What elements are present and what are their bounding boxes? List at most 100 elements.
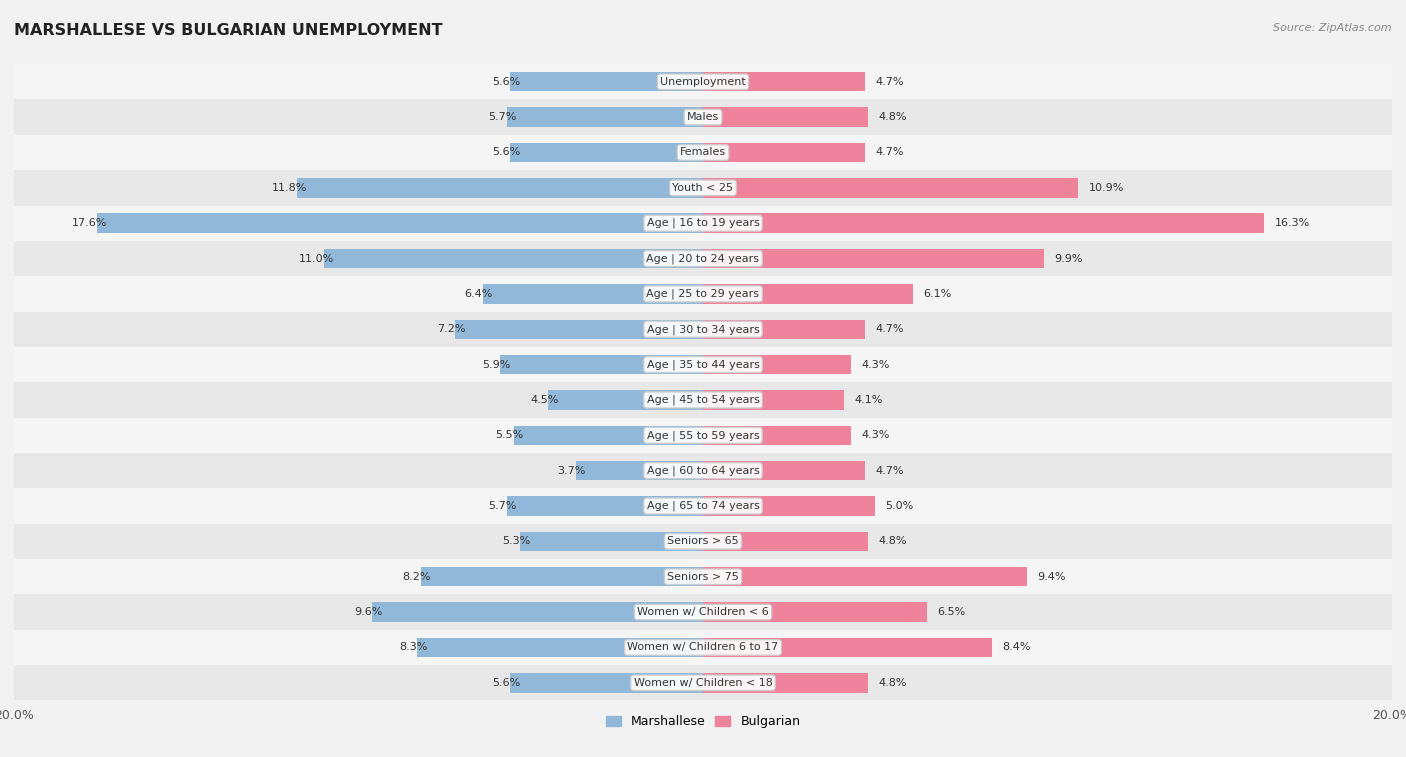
Bar <box>703 249 1045 268</box>
Text: 9.6%: 9.6% <box>354 607 382 617</box>
Bar <box>575 461 703 481</box>
Text: 4.7%: 4.7% <box>875 76 904 87</box>
Bar <box>14 418 1392 453</box>
Bar <box>703 425 851 445</box>
Bar <box>520 531 703 551</box>
Text: Females: Females <box>681 148 725 157</box>
Text: 4.3%: 4.3% <box>862 360 890 369</box>
Bar <box>297 178 703 198</box>
Text: Age | 35 to 44 years: Age | 35 to 44 years <box>647 360 759 370</box>
Bar <box>14 559 1392 594</box>
Bar <box>548 391 703 410</box>
Text: 4.1%: 4.1% <box>855 395 883 405</box>
Bar <box>14 241 1392 276</box>
Text: 5.6%: 5.6% <box>492 148 520 157</box>
Bar <box>703 637 993 657</box>
Text: 5.3%: 5.3% <box>502 537 531 547</box>
Bar <box>510 143 703 162</box>
Text: 5.7%: 5.7% <box>489 501 517 511</box>
Bar <box>703 391 844 410</box>
Text: Age | 20 to 24 years: Age | 20 to 24 years <box>647 254 759 263</box>
Bar <box>703 567 1026 587</box>
Text: 9.4%: 9.4% <box>1038 572 1066 581</box>
Text: Males: Males <box>688 112 718 122</box>
Text: 7.2%: 7.2% <box>437 324 465 335</box>
Text: 8.4%: 8.4% <box>1002 643 1031 653</box>
Text: Youth < 25: Youth < 25 <box>672 183 734 193</box>
Text: Age | 16 to 19 years: Age | 16 to 19 years <box>647 218 759 229</box>
Text: Unemployment: Unemployment <box>661 76 745 87</box>
Text: 17.6%: 17.6% <box>72 218 107 228</box>
Text: 5.5%: 5.5% <box>496 430 524 441</box>
Bar <box>456 319 703 339</box>
Bar <box>14 99 1392 135</box>
Bar <box>703 107 869 127</box>
Text: 4.7%: 4.7% <box>875 466 904 475</box>
Text: 4.8%: 4.8% <box>879 112 907 122</box>
Text: 4.8%: 4.8% <box>879 537 907 547</box>
Bar <box>373 603 703 621</box>
Bar <box>703 531 869 551</box>
Bar <box>506 107 703 127</box>
Text: 6.4%: 6.4% <box>464 289 494 299</box>
Bar <box>14 170 1392 205</box>
Bar <box>703 355 851 374</box>
Text: 16.3%: 16.3% <box>1275 218 1310 228</box>
Bar <box>14 64 1392 99</box>
Bar <box>510 72 703 92</box>
Bar <box>703 673 869 693</box>
Text: 4.7%: 4.7% <box>875 148 904 157</box>
Bar <box>703 284 912 304</box>
Text: 6.5%: 6.5% <box>938 607 966 617</box>
Text: 5.7%: 5.7% <box>489 112 517 122</box>
Bar <box>97 213 703 233</box>
Text: Women w/ Children 6 to 17: Women w/ Children 6 to 17 <box>627 643 779 653</box>
Text: 3.7%: 3.7% <box>558 466 586 475</box>
Bar <box>703 497 875 516</box>
Legend: Marshallese, Bulgarian: Marshallese, Bulgarian <box>600 710 806 733</box>
Bar <box>420 567 703 587</box>
Text: Source: ZipAtlas.com: Source: ZipAtlas.com <box>1274 23 1392 33</box>
Bar <box>703 213 1264 233</box>
Text: 8.3%: 8.3% <box>399 643 427 653</box>
Text: Women w/ Children < 18: Women w/ Children < 18 <box>634 678 772 688</box>
Bar <box>14 276 1392 312</box>
Bar <box>14 594 1392 630</box>
Bar <box>499 355 703 374</box>
Bar <box>14 312 1392 347</box>
Bar <box>506 497 703 516</box>
Bar <box>703 143 865 162</box>
Bar <box>703 178 1078 198</box>
Text: Seniors > 75: Seniors > 75 <box>666 572 740 581</box>
Bar <box>14 630 1392 665</box>
Text: Age | 25 to 29 years: Age | 25 to 29 years <box>647 288 759 299</box>
Text: Seniors > 65: Seniors > 65 <box>668 537 738 547</box>
Text: 4.5%: 4.5% <box>530 395 558 405</box>
Text: MARSHALLESE VS BULGARIAN UNEMPLOYMENT: MARSHALLESE VS BULGARIAN UNEMPLOYMENT <box>14 23 443 38</box>
Bar <box>14 205 1392 241</box>
Bar <box>14 453 1392 488</box>
Bar <box>323 249 703 268</box>
Bar <box>703 603 927 621</box>
Bar <box>14 347 1392 382</box>
Bar <box>513 425 703 445</box>
Bar <box>482 284 703 304</box>
Text: 5.0%: 5.0% <box>886 501 914 511</box>
Bar <box>14 135 1392 170</box>
Bar <box>14 524 1392 559</box>
Text: 11.8%: 11.8% <box>271 183 307 193</box>
Text: 9.9%: 9.9% <box>1054 254 1083 263</box>
Text: Women w/ Children < 6: Women w/ Children < 6 <box>637 607 769 617</box>
Text: 4.8%: 4.8% <box>879 678 907 688</box>
Text: 5.6%: 5.6% <box>492 76 520 87</box>
Bar <box>14 488 1392 524</box>
Bar <box>418 637 703 657</box>
Text: Age | 45 to 54 years: Age | 45 to 54 years <box>647 394 759 405</box>
Text: 10.9%: 10.9% <box>1088 183 1125 193</box>
Text: 5.6%: 5.6% <box>492 678 520 688</box>
Bar <box>703 72 865 92</box>
Text: 8.2%: 8.2% <box>402 572 430 581</box>
Bar <box>703 461 865 481</box>
Text: Age | 55 to 59 years: Age | 55 to 59 years <box>647 430 759 441</box>
Text: Age | 30 to 34 years: Age | 30 to 34 years <box>647 324 759 335</box>
